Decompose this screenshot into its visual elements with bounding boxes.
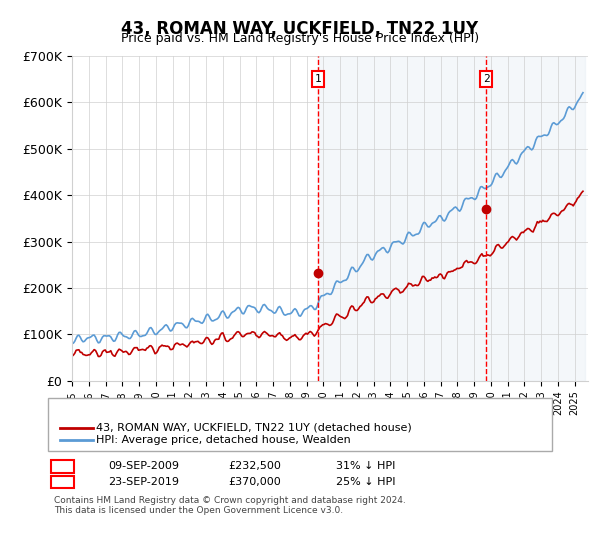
- Text: Price paid vs. HM Land Registry's House Price Index (HPI): Price paid vs. HM Land Registry's House …: [121, 32, 479, 45]
- Text: 1: 1: [59, 461, 66, 471]
- Bar: [318, 56, 584, 381]
- Text: 2: 2: [483, 74, 490, 84]
- Text: 31% ↓ HPI: 31% ↓ HPI: [336, 461, 395, 471]
- Text: 43, ROMAN WAY, UCKFIELD, TN22 1UY (detached house): 43, ROMAN WAY, UCKFIELD, TN22 1UY (detac…: [96, 423, 412, 433]
- Text: 25% ↓ HPI: 25% ↓ HPI: [336, 477, 395, 487]
- Text: 43, ROMAN WAY, UCKFIELD, TN22 1UY: 43, ROMAN WAY, UCKFIELD, TN22 1UY: [121, 20, 479, 38]
- Text: 23-SEP-2019: 23-SEP-2019: [108, 477, 179, 487]
- Text: £232,500: £232,500: [228, 461, 281, 471]
- Text: HPI: Average price, detached house, Wealden: HPI: Average price, detached house, Weal…: [96, 435, 351, 445]
- Text: 1: 1: [315, 74, 322, 84]
- Text: 09-SEP-2009: 09-SEP-2009: [108, 461, 179, 471]
- Text: 2: 2: [59, 477, 66, 487]
- Text: Contains HM Land Registry data © Crown copyright and database right 2024.
This d: Contains HM Land Registry data © Crown c…: [54, 496, 406, 515]
- Text: £370,000: £370,000: [228, 477, 281, 487]
